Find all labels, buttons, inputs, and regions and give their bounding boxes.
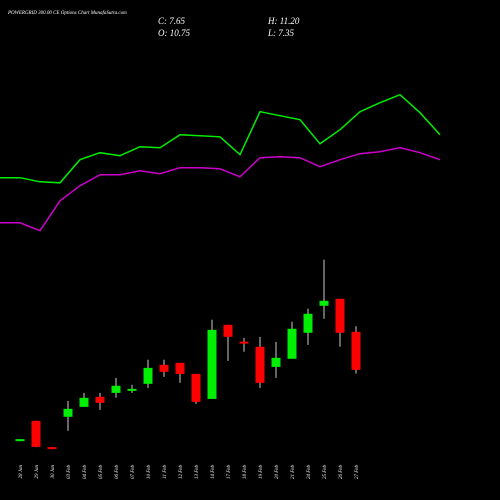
candle-body	[303, 313, 313, 333]
candle-body	[223, 324, 233, 337]
x-tick-label: 21 Feb	[291, 465, 296, 480]
stat-high: H: 11.20	[267, 16, 300, 26]
x-tick-label: 18 Feb	[243, 465, 248, 480]
candle-body	[63, 408, 73, 417]
x-tick-label: 10 Feb	[147, 465, 152, 480]
candle-body	[111, 385, 121, 393]
x-tick-label: 11 Feb	[163, 465, 168, 479]
x-tick-label: 03 Feb	[67, 465, 72, 480]
candle-body	[143, 367, 153, 384]
indicator-line	[0, 93, 441, 184]
x-tick-label: 20 Feb	[275, 465, 280, 480]
candle-body	[47, 447, 57, 450]
x-tick-label: 06 Feb	[115, 465, 120, 480]
x-tick-label: 24 Feb	[307, 465, 312, 480]
x-tick-label: 26 Feb	[339, 465, 344, 480]
x-tick-label: 17 Feb	[227, 465, 232, 480]
candle-body	[31, 420, 41, 447]
stat-open: O: 10.75	[158, 28, 190, 38]
x-tick-label: 25 Feb	[323, 465, 328, 480]
candle-body	[95, 396, 105, 403]
x-tick-label: 07 Feb	[131, 465, 136, 480]
x-tick-label: 12 Feb	[179, 465, 184, 480]
candle-body	[79, 397, 89, 407]
indicator-line	[0, 146, 441, 232]
candle-body	[15, 439, 25, 442]
candle-body	[159, 364, 169, 372]
x-tick-label: 13 Feb	[195, 465, 200, 480]
x-tick-label: 27 Feb	[355, 465, 360, 480]
x-tick-label: 14 Feb	[211, 465, 216, 480]
stat-close: C: 7.65	[158, 16, 186, 26]
x-tick-label: 19 Feb	[259, 465, 264, 480]
candle-body	[255, 346, 265, 383]
x-tick-label: 30 Jan	[51, 465, 56, 479]
candle-body	[191, 373, 201, 402]
x-tick-label: 28 Jan	[19, 465, 24, 479]
candle-body	[287, 328, 297, 359]
stat-low: L: 7.35	[267, 28, 295, 38]
candle-body	[207, 329, 217, 399]
candle-body	[335, 298, 345, 333]
candle-body	[351, 331, 361, 370]
candle-body	[175, 362, 185, 374]
candle-body	[127, 388, 137, 391]
x-tick-label: 05 Feb	[99, 465, 104, 480]
x-tick-label: 04 Feb	[83, 465, 88, 480]
candle-body	[319, 300, 329, 306]
candle-body	[271, 357, 281, 367]
chart-title: POWERGRID 300.00 CE Options Chart Munafa…	[7, 11, 127, 16]
candle-body	[239, 341, 249, 344]
x-tick-label: 29 Jan	[35, 465, 40, 479]
